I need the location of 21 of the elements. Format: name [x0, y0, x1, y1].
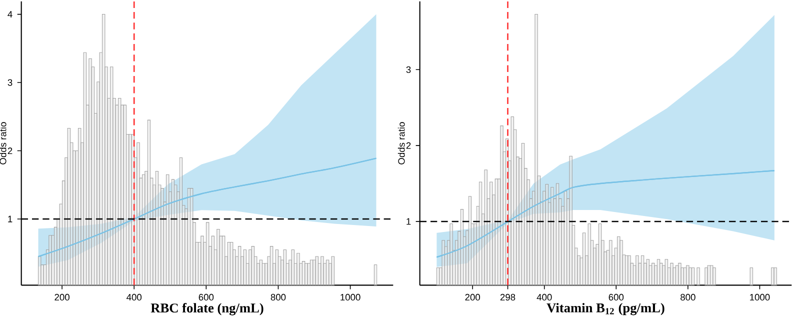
y-tick-label: 2: [8, 147, 12, 154]
x-tick-label: 1000: [750, 294, 770, 300]
x-tick-label: 400: [126, 294, 142, 300]
x-tick-label: 400: [536, 294, 552, 300]
y-axis-title: Odds ratio: [398, 122, 405, 164]
y-tick-label: 1: [406, 218, 411, 225]
y-tick-label: 4: [8, 10, 12, 18]
y-tick-label: 3: [406, 66, 411, 73]
y-tick-label: 2: [406, 142, 411, 149]
x-tick-label: 800: [680, 294, 696, 300]
x-tick-label: 200: [54, 294, 70, 300]
y-tick-label: 3: [8, 79, 12, 86]
x-axis-title: Vitamin B$_{12}$ (pg/mL): [546, 302, 664, 316]
x-tick-label: 800: [270, 294, 286, 300]
x-tick-label: 298: [500, 294, 516, 300]
x-tick-label: 600: [198, 294, 214, 300]
x-tick-label: 200: [465, 294, 480, 300]
x-tick-label: 600: [608, 294, 624, 300]
y-tick-label: 1: [8, 216, 12, 222]
x-tick-label: 1000: [340, 294, 360, 300]
x-axis-title: RBC folate (ng/mL): [150, 302, 264, 316]
